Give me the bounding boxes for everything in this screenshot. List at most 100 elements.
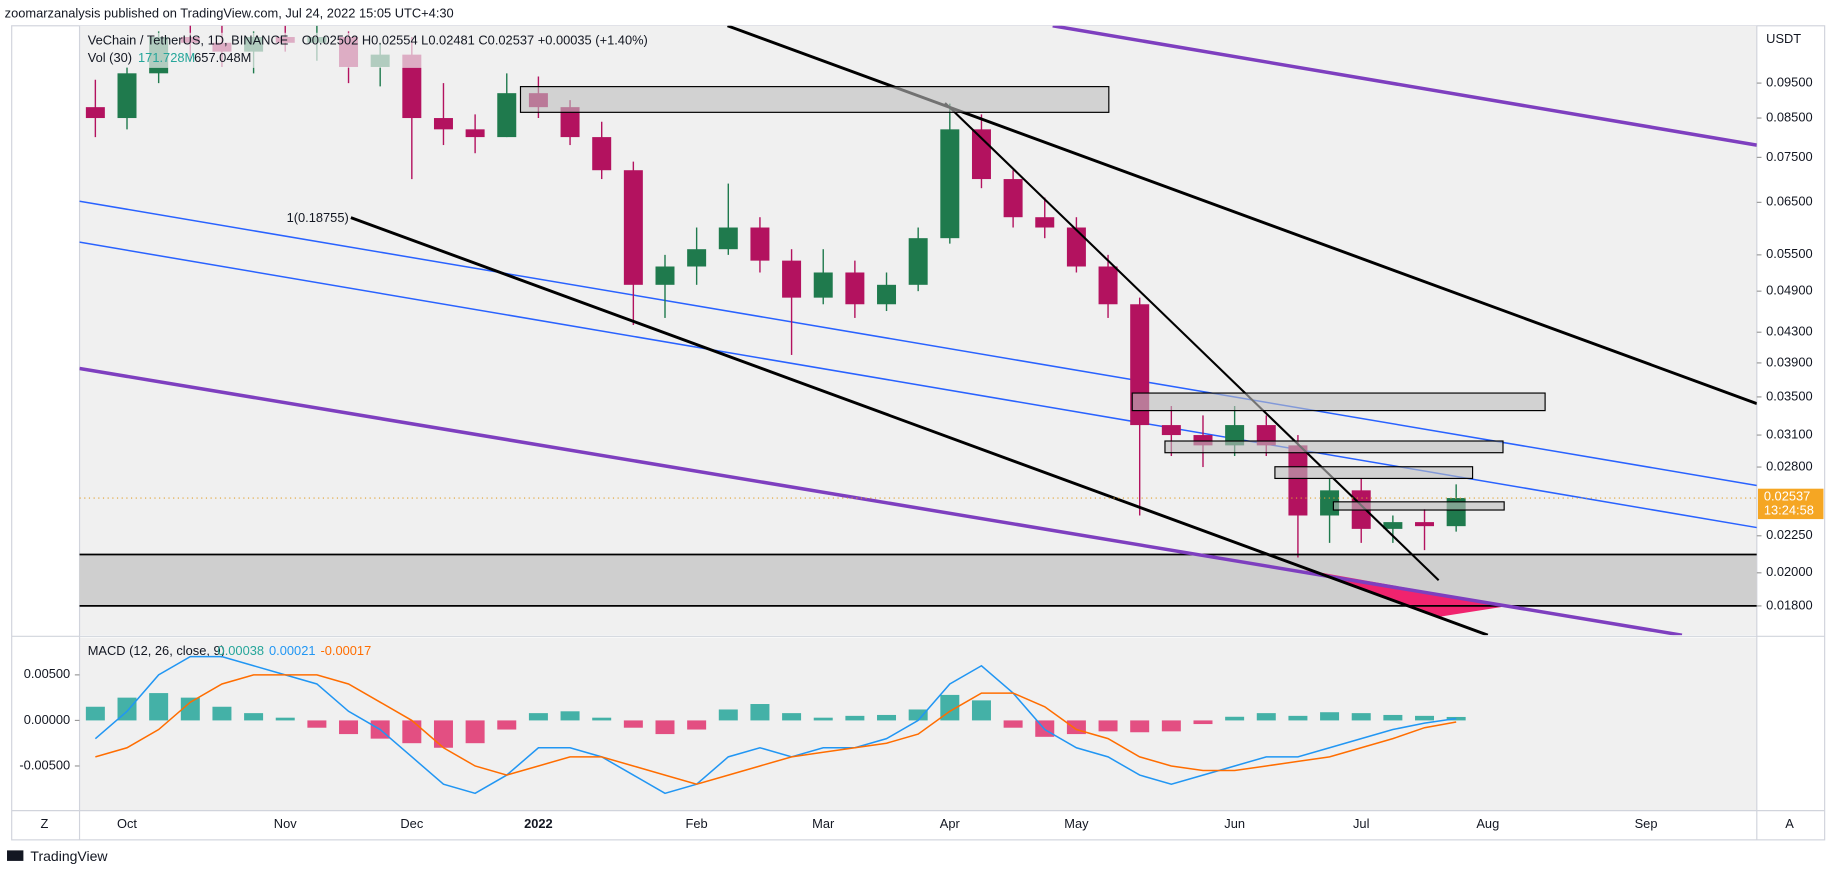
- macd-pane: [79, 637, 1757, 811]
- candle-body: [813, 272, 833, 298]
- candle-body: [1193, 435, 1213, 446]
- volume-label: Vol (30): [88, 50, 132, 65]
- histogram-bar: [718, 709, 738, 721]
- zone-box: [1131, 392, 1546, 412]
- histogram-bar: [528, 713, 548, 721]
- candle-body: [1256, 425, 1276, 446]
- y-tick-label: 0.01800: [1766, 597, 1812, 612]
- candle-body: [592, 137, 612, 171]
- candle-body: [750, 227, 770, 261]
- candle-body: [465, 129, 485, 138]
- candle-body: [845, 272, 865, 305]
- volume-value: 171.728M: [138, 50, 195, 65]
- last-price-box: [1757, 488, 1824, 520]
- brand: TradingView: [30, 848, 108, 864]
- candle-body: [623, 170, 643, 285]
- x-tick-label: Dec: [400, 816, 423, 831]
- countdown: 13:24:58: [1764, 502, 1814, 517]
- brand-logo: [7, 850, 24, 861]
- legend-bg: [84, 32, 623, 68]
- y-tick-label: 0.03900: [1766, 354, 1812, 369]
- histogram-bar: [592, 717, 612, 721]
- candle-body: [1288, 445, 1308, 516]
- histogram-bar: [307, 720, 327, 728]
- candle-body: [1225, 425, 1245, 446]
- candle-body: [1003, 179, 1023, 218]
- zone-box: [1332, 501, 1505, 511]
- candle-body: [117, 73, 137, 119]
- macd-legend-value: 0.00038: [218, 643, 264, 658]
- trend-line: [350, 216, 1489, 636]
- y-tick-label: -0.00500: [19, 757, 70, 772]
- price-pane: [79, 25, 1757, 636]
- y-tick-label: 0.00500: [24, 666, 70, 681]
- corner-button[interactable]: Z: [41, 816, 49, 831]
- histogram-bar: [782, 713, 802, 721]
- channel-line: [79, 366, 1683, 636]
- histogram-bar: [560, 711, 580, 721]
- histogram-bar: [1256, 713, 1276, 721]
- annotation: 1(0.18755): [287, 210, 349, 225]
- y-tick-label: 0.02000: [1766, 564, 1812, 579]
- symbol-title: VeChain / TetherUS, 1D, BINANCE: [88, 32, 289, 47]
- histogram-bar: [1161, 720, 1181, 732]
- candle-body: [1098, 266, 1118, 305]
- y-tick-label: 0.02250: [1766, 527, 1812, 542]
- volume-value: 657.048M: [194, 50, 251, 65]
- x-tick-label: Apr: [940, 816, 961, 831]
- histogram-bar: [433, 720, 453, 748]
- candle-body: [560, 107, 580, 138]
- candle-body: [687, 249, 707, 267]
- y-tick-label: 0.05500: [1766, 246, 1812, 261]
- histogram-bar: [687, 720, 707, 730]
- candle-body: [497, 93, 517, 138]
- histogram-bar: [465, 720, 485, 744]
- candle-body: [1383, 522, 1403, 529]
- y-tick-label: 0.08500: [1766, 109, 1812, 124]
- trend-line: [944, 102, 1440, 581]
- y-tick-label: 0.02800: [1766, 458, 1812, 473]
- macd-legend-value: -0.00017: [320, 643, 371, 658]
- candle-body: [718, 227, 738, 250]
- x-tick-label: Jun: [1224, 816, 1245, 831]
- y-tick-label: 0.04300: [1766, 324, 1812, 339]
- x-tick-label: Jul: [1353, 816, 1369, 831]
- currency: USDT: [1766, 31, 1801, 46]
- histogram-bar: [1003, 720, 1023, 728]
- x-tick-label: Mar: [812, 816, 835, 831]
- histogram-bar: [1383, 714, 1403, 721]
- drawings-above: [79, 25, 1757, 636]
- y-tick-label: 0.07500: [1766, 149, 1812, 164]
- signal-line: [95, 674, 1457, 785]
- candle-body: [1066, 227, 1086, 267]
- histogram-bar: [402, 720, 422, 744]
- candle-body: [908, 238, 928, 285]
- channel-line: [1052, 25, 1757, 147]
- x-tick-label: May: [1064, 816, 1089, 831]
- candle-body: [877, 284, 897, 305]
- x-tick-label: Nov: [274, 816, 297, 831]
- histogram-bar: [1098, 720, 1118, 732]
- corner-button[interactable]: A: [1785, 816, 1794, 831]
- candle-body: [85, 107, 105, 119]
- histogram-bar: [1320, 712, 1340, 721]
- histogram-bar: [908, 709, 928, 721]
- macd-line: [94, 655, 1457, 795]
- histogram-bar: [1351, 713, 1371, 721]
- last-price-label: 0.02537: [1764, 488, 1810, 503]
- x-tick-label: Feb: [686, 816, 708, 831]
- zone-box: [1274, 466, 1474, 480]
- y-tick-label: 0.04900: [1766, 283, 1812, 298]
- macd-legend-value: 0.00021: [269, 643, 315, 658]
- x-tick-label: Oct: [117, 816, 137, 831]
- zone-box: [1164, 440, 1504, 454]
- histogram-bar: [1130, 720, 1150, 733]
- y-tick-label: 0.03100: [1766, 426, 1812, 441]
- candle-body: [1415, 522, 1435, 527]
- histogram-bar: [212, 706, 232, 721]
- macd-plot: [85, 655, 1466, 795]
- zone-box: [519, 86, 1110, 113]
- zone: [79, 554, 1757, 606]
- publisher: zoomarzanalysis published on TradingView…: [5, 5, 454, 20]
- histogram-bar: [623, 720, 643, 728]
